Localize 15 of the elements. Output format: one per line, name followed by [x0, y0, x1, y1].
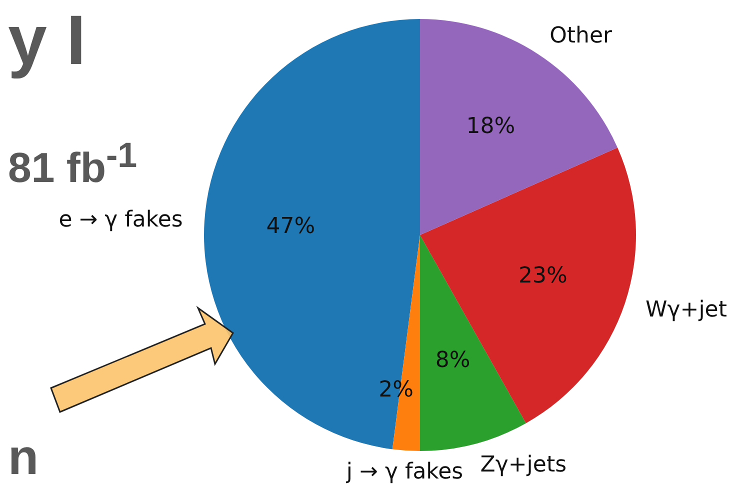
pie-slice [420, 19, 618, 235]
text: 81 fb$^{-1}$ [8, 136, 138, 192]
pie-slice [204, 19, 420, 450]
data-label: 8% [435, 348, 470, 373]
data-label: 18% [466, 114, 516, 139]
slice-label: Wγ+jet [645, 297, 728, 322]
data-label: 47% [266, 214, 316, 240]
slice-label: j → γ fakes [345, 460, 464, 485]
pie-slice [420, 148, 636, 424]
text: n [8, 428, 39, 486]
slice-label: Other [550, 23, 614, 48]
slice-label: Zγ+jets [480, 452, 567, 478]
text: y I [8, 7, 86, 80]
data-label: 23% [518, 263, 568, 288]
slice-label: e → γ fakes [58, 207, 183, 232]
